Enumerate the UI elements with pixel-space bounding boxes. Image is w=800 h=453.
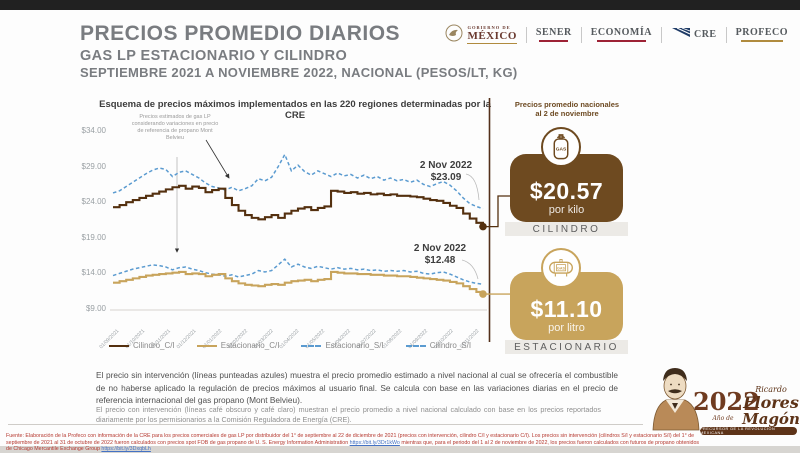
cilindro-price: $20.57 (529, 178, 604, 204)
estacionario-label: ESTACIONARIO (505, 340, 628, 354)
legend-item: Cilindro_S/I (405, 341, 471, 350)
legend-swatch-estacionario-ci (196, 344, 217, 347)
gas-cylinder-icon: GAS (541, 127, 581, 167)
end-dot-Estacionario_C/I (479, 290, 487, 298)
badge-connectors (483, 195, 510, 295)
y-axis-label: $19.00 (81, 233, 106, 242)
y-axis-label: $29.00 (81, 162, 106, 171)
magon-year: 2022 (693, 387, 760, 416)
footer-source: Fuente: Elaboración de la Profeco con in… (6, 433, 700, 453)
legend-swatch-estacionario-si (301, 344, 322, 347)
divider (525, 27, 527, 43)
legend-swatch-cilindro-ci (108, 344, 129, 347)
chart-annotation-note: Precios estimados de gas LP considerando… (131, 114, 219, 141)
divider (580, 27, 582, 43)
legend-item: Estacionario_S/I (301, 341, 384, 350)
panel-header: Precios promedio nacionales al 2 de novi… (514, 100, 620, 118)
y-axis-label: $34.00 (81, 126, 106, 135)
profeco-logo: PROFECO (736, 28, 788, 42)
chart-legend: Cilindro_C/I Estacionario_C/I Estacionar… (90, 341, 490, 350)
cre-logo: CRE (671, 26, 717, 44)
top-bar (0, 0, 800, 10)
magon-name: Ricardo Flores Magón (742, 385, 800, 428)
magon-ano-de: Año de (712, 415, 734, 422)
cilindro-label: CILINDRO (505, 222, 628, 236)
paragraph-con-intervencion: El precio con intervención (líneas café … (96, 405, 601, 424)
y-axis-label: $14.00 (81, 268, 106, 277)
gas-tank-icon: GAS (541, 248, 581, 288)
footer-link-cme[interactable]: https://bit.ly/3DxqbLh (101, 446, 151, 453)
chart-title: Esquema de precios máximos implementados… (99, 99, 491, 121)
mexico-label: MÉXICO (467, 30, 516, 45)
page-title: PRECIOS PROMEDIO DIARIOS (80, 22, 401, 45)
note-arrow (205, 139, 230, 179)
y-axis-label: $9.00 (85, 304, 106, 313)
eagle-icon (445, 24, 463, 47)
sener-logo: SENER (536, 28, 572, 42)
gov-logos: GOBIERNO DE MÉXICO SENER ECONOMÍA CRE (445, 20, 788, 50)
estacionario-unit: por litro (548, 322, 585, 334)
footer-link-eia[interactable]: https://bit.ly/3Dr1kWo (349, 439, 400, 446)
divider (725, 27, 727, 43)
cilindro-unit: por kilo (548, 204, 585, 216)
divider (660, 27, 662, 43)
magon-banner: PRECURSOR DE LA REVOLUCIÓN MEXICANA (700, 427, 797, 435)
end-dot-Cilindro_C/I (479, 222, 487, 231)
svg-text:GAS: GAS (557, 266, 565, 270)
callout-cilindro: 2 Nov 2022 $23.09 (419, 160, 473, 183)
page-subtitle2: SEPTIEMBRE 2021 A NOVIEMBRE 2022, NACION… (80, 65, 518, 80)
series-Estacionario_C/I (113, 270, 485, 295)
footer-divider (8, 424, 643, 425)
gobierno-de-label: GOBIERNO DE (467, 25, 511, 30)
legend-item: Estacionario_C/I (196, 341, 279, 350)
page-subtitle: GAS LP ESTACIONARIO Y CILINDRO (80, 48, 348, 64)
legend-swatch-cilindro-si (405, 344, 426, 347)
series-Cilindro_C/I (113, 184, 485, 227)
flores-magon-portrait (648, 362, 703, 437)
economia-logo: ECONOMÍA (591, 28, 652, 42)
estacionario-price: $11.10 (530, 296, 603, 322)
bottom-bar (0, 446, 800, 453)
gobierno-mexico-logo: GOBIERNO DE MÉXICO (445, 24, 516, 47)
y-axis-label: $24.00 (81, 197, 106, 206)
legend-item: Cilindro_C/I (108, 341, 175, 350)
paragraph-sin-intervencion: El precio sin intervención (líneas punte… (96, 370, 618, 406)
svg-text:GAS: GAS (556, 147, 567, 153)
cre-flag-icon (671, 26, 691, 44)
callout-estacionario: 2 Nov 2022 $12.48 (413, 243, 467, 266)
